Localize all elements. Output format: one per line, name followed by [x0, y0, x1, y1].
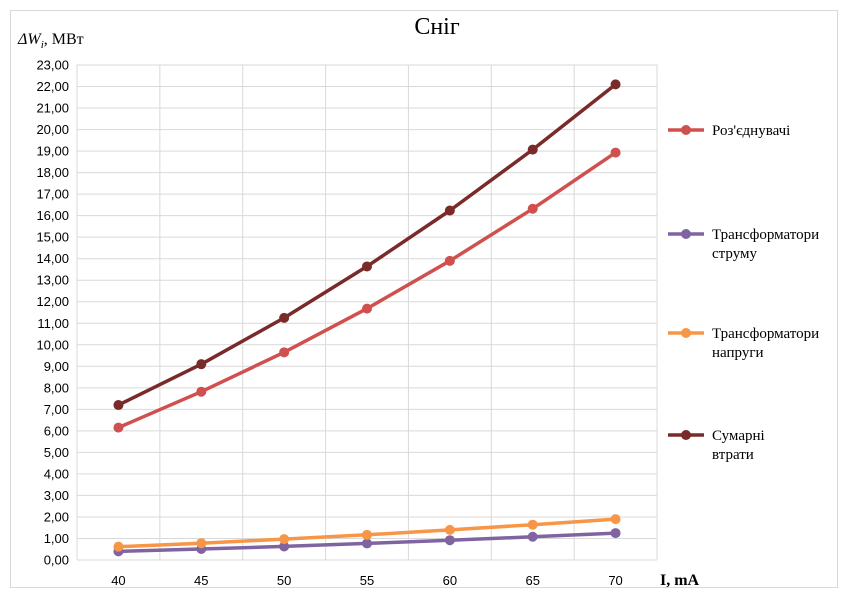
- x-tick-label: 70: [608, 573, 622, 588]
- y-tick-label: 2,00: [44, 509, 69, 524]
- series-line: [116, 82, 618, 407]
- data-point: [527, 519, 538, 530]
- x-axis-label: I, mA: [660, 572, 700, 589]
- data-point: [610, 528, 621, 539]
- series-4: [113, 79, 621, 411]
- y-axis-label: ΔWi, МВт: [17, 31, 84, 51]
- chart-frame: [10, 10, 838, 588]
- y-axis-label-subscript: i: [41, 39, 44, 51]
- data-point: [196, 538, 207, 549]
- legend-label: Трансформатори струму: [712, 227, 819, 262]
- y-tick-label: 3,00: [44, 488, 69, 503]
- grid: [76, 64, 658, 561]
- data-point: [444, 255, 455, 266]
- y-tick-label: 10,00: [36, 337, 69, 352]
- data-point: [113, 541, 124, 552]
- legend-entry: Трансформатори напруги: [668, 326, 819, 361]
- data-point: [113, 400, 124, 411]
- y-axis-label-unit: , МВт: [44, 31, 84, 48]
- data-point: [610, 147, 621, 158]
- y-tick-label: 15,00: [36, 230, 69, 245]
- x-tick-label: 55: [360, 573, 374, 588]
- y-tick-label: 20,00: [36, 122, 69, 137]
- series-1: [113, 147, 621, 433]
- data-point: [527, 531, 538, 542]
- y-tick-label: 14,00: [36, 251, 69, 266]
- data-point: [610, 514, 621, 525]
- x-tick-label: 40: [111, 573, 125, 588]
- y-tick-label: 11,00: [37, 316, 69, 331]
- legend-entry: Трансформатори струму: [668, 227, 819, 262]
- legend-swatch-marker: [681, 229, 691, 239]
- data-point: [444, 524, 455, 535]
- data-point: [279, 347, 290, 358]
- data-point: [113, 422, 124, 433]
- data-point: [444, 205, 455, 216]
- y-tick-labels: 0,00 1,00 2,00 3,00 4,00 5,00 6,00 7,00 8,00 9,00…: [36, 58, 69, 568]
- legend: Роз'єднувачі Трансформатори струму Трансфор…: [668, 123, 819, 463]
- data-point: [362, 538, 372, 549]
- y-tick-label: 23,00: [36, 58, 69, 73]
- y-tick-label: 8,00: [44, 380, 69, 395]
- y-tick-label: 16,00: [36, 208, 69, 223]
- data-point: [196, 386, 207, 397]
- data-point: [610, 79, 621, 90]
- legend-label: Сумарні втрати: [712, 428, 765, 463]
- y-tick-label: 0,00: [44, 553, 69, 568]
- x-tick-label: 45: [194, 573, 208, 588]
- y-tick-label: 1,00: [44, 531, 69, 546]
- x-tick-label: 60: [443, 573, 457, 588]
- legend-entry: Сумарні втрати: [668, 428, 765, 463]
- y-tick-label: 22,00: [36, 79, 69, 94]
- data-point: [279, 312, 290, 323]
- x-tick-label: 50: [277, 573, 291, 588]
- y-tick-label: 18,00: [36, 165, 69, 180]
- y-tick-label: 5,00: [44, 445, 69, 460]
- y-axis-label-symbol: ΔW: [17, 31, 42, 48]
- legend-label: Трансформатори напруги: [712, 326, 819, 361]
- series-3: [113, 514, 621, 552]
- data-point: [362, 303, 372, 314]
- data-point: [362, 529, 372, 540]
- y-tick-label: 4,00: [44, 466, 69, 481]
- data-point: [279, 541, 290, 552]
- series-lines: [113, 79, 621, 557]
- legend-label: Роз'єднувачі: [712, 123, 790, 139]
- data-point: [196, 359, 207, 370]
- chart-title: Сніг: [414, 14, 460, 40]
- data-point: [444, 535, 455, 546]
- legend-entry: Роз'єднувачі: [668, 123, 790, 139]
- x-tick-label: 65: [525, 573, 539, 588]
- legend-swatch-marker: [681, 328, 691, 338]
- legend-swatch-marker: [681, 125, 691, 135]
- x-tick-labels: 40 45 50 55 60 65 70: [111, 573, 623, 588]
- y-tick-label: 19,00: [36, 144, 69, 159]
- y-tick-label: 21,00: [36, 101, 69, 116]
- legend-swatch-marker: [681, 430, 691, 440]
- y-tick-label: 13,00: [36, 273, 69, 288]
- data-point: [527, 144, 538, 155]
- data-point: [279, 534, 290, 545]
- y-tick-label: 6,00: [44, 423, 69, 438]
- y-tick-label: 17,00: [36, 187, 69, 202]
- y-tick-label: 12,00: [36, 294, 69, 309]
- data-point: [362, 261, 372, 272]
- y-tick-label: 9,00: [44, 359, 69, 374]
- y-tick-label: 7,00: [44, 402, 69, 417]
- data-point: [527, 203, 538, 214]
